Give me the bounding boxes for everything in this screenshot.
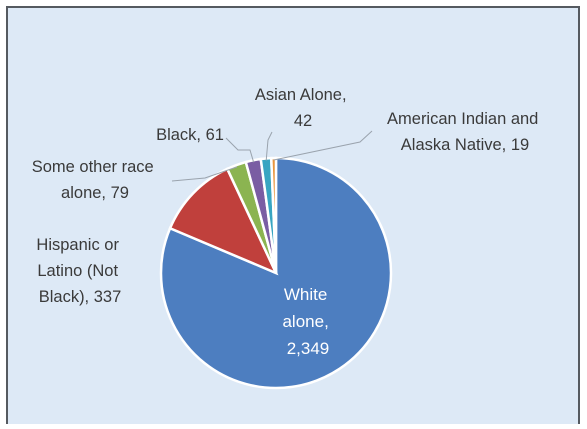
data-label-black: Black, 61 [156, 126, 224, 144]
leader-line-some-other-race [171, 166, 238, 182]
leader-line-black [225, 137, 255, 163]
pie-slice-american-indian-alaska-native [269, 156, 278, 274]
pie-slice-white-alone [159, 156, 393, 390]
data-label-american-indian-alaska-native: American Indian and Alaska Native, 19 [387, 110, 543, 154]
pie-slice-hispanic-or-latino [168, 167, 279, 276]
leader-lines [171, 130, 373, 182]
leader-line-american-indian-alaska-native [273, 130, 373, 161]
data-label-asian-alone: Asian Alone, 42 [255, 86, 351, 130]
leader-line-asian-alone [265, 131, 273, 161]
pie-slices [159, 156, 393, 390]
data-label-white-alone: White alone, 2,349 [282, 285, 333, 358]
data-label-hispanic-or-latino: Hispanic or Latino (Not Black), 337 [36, 236, 123, 306]
data-label-some-other-race: Some other race alone, 79 [32, 158, 159, 202]
